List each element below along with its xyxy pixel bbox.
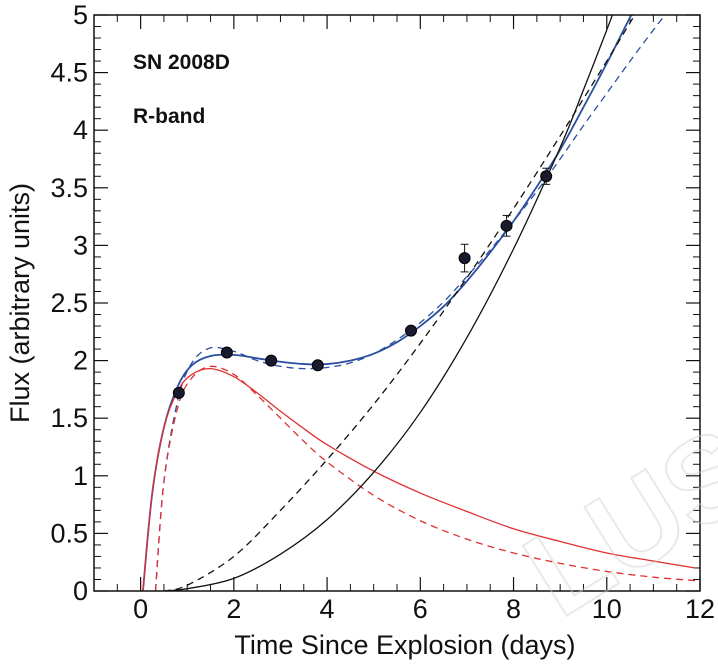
y-tick-label: 0.5	[50, 518, 88, 548]
data-point	[220, 346, 233, 359]
axis-ticks	[93, 14, 701, 592]
data-point	[172, 386, 185, 399]
curve-solid	[163, 15, 613, 591]
y-tick-label: 3	[73, 230, 88, 260]
data-point	[265, 354, 278, 367]
x-axis-title: Time Since Explosion (days)	[234, 630, 575, 660]
tick-labels: 0 2 4 6 8 10 12 0 0.5 1 1.5 2 2.5 3 3.5 4 4.5 5	[50, 0, 715, 624]
x-tick-label: 4	[320, 594, 335, 624]
curve-dashed	[154, 15, 666, 591]
data-point	[540, 170, 553, 183]
y-tick-label: 0	[73, 576, 88, 606]
annotation-sn: SN 2008D	[133, 51, 230, 74]
y-axis-title: Flux (arbitrary units)	[5, 183, 35, 423]
curve-dashed	[154, 365, 696, 591]
x-tick-label: 6	[413, 594, 428, 624]
plot-frame	[93, 14, 701, 592]
y-tick-label: 4.5	[50, 58, 88, 88]
y-tick-label: 2	[73, 346, 88, 376]
x-tick-label: 0	[133, 594, 148, 624]
x-tick-label: 10	[592, 594, 622, 624]
y-tick-label: 1	[73, 461, 88, 491]
annotation-band: R-band	[133, 105, 205, 128]
x-tick-label: 2	[226, 594, 241, 624]
data-point	[458, 252, 471, 265]
x-tick-label: 12	[685, 594, 715, 624]
data-point	[404, 324, 417, 337]
y-tick-label: 2.5	[50, 288, 88, 318]
y-tick-label: 4	[73, 115, 88, 145]
data-points	[172, 167, 553, 399]
y-tick-label: 3.5	[50, 173, 88, 203]
curve-dashed	[163, 15, 636, 591]
plot-background	[94, 15, 700, 591]
y-tick-label: 1.5	[50, 403, 88, 433]
data-point	[311, 359, 324, 372]
x-tick-label: 8	[506, 594, 521, 624]
data-point	[500, 219, 513, 232]
y-tick-label: 5	[73, 0, 88, 30]
